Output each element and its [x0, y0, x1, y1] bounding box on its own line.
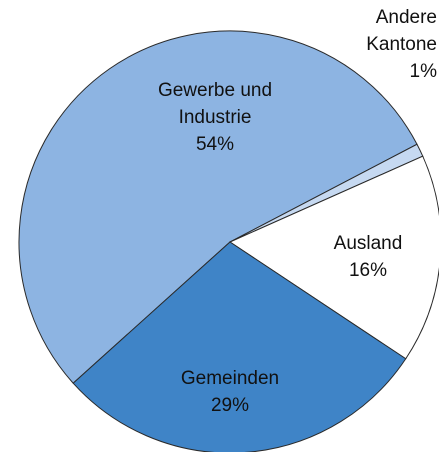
slice-label: Ausland 16%: [318, 230, 418, 284]
category-name: Andere Kantone: [366, 7, 437, 55]
pie-slice: [18, 30, 418, 384]
slice-label: Andere Kantone 1%: [339, 4, 437, 85]
value-label: 1%: [409, 61, 437, 82]
pie-slice: [228, 155, 439, 360]
value-label: 54%: [195, 134, 235, 155]
slice-label: Gewerbe und Industrie 54%: [140, 77, 290, 158]
value-label: 16%: [348, 260, 388, 281]
category-name: Gemeinden: [180, 368, 280, 389]
category-name: Ausland: [333, 233, 403, 254]
slice-label: Gemeinden 29%: [155, 365, 305, 419]
value-label: 29%: [210, 395, 250, 416]
category-name: Gewerbe und Industrie: [157, 80, 273, 128]
pie-slice: [72, 241, 407, 452]
